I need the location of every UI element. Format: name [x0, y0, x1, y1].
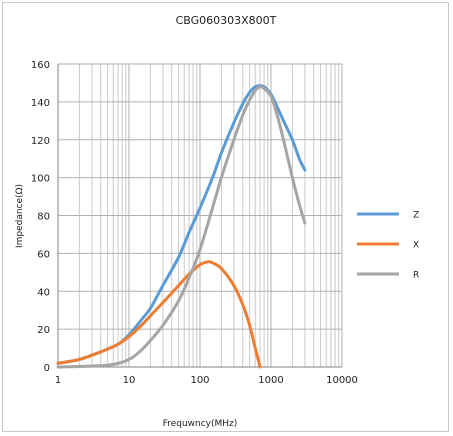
legend-label-r: R [413, 271, 419, 281]
x-tick-label: 1 [55, 375, 61, 386]
y-tick-label: 60 [37, 249, 50, 260]
series-line-r [56, 85, 307, 369]
y-tick-label: 20 [37, 325, 50, 336]
legend-label-z: Z [413, 211, 419, 221]
chart-title: CBG060303X800T [176, 14, 277, 27]
y-tick-label: 40 [37, 287, 50, 298]
series-line-x [56, 260, 262, 369]
y-tick-label: 0 [44, 363, 50, 374]
y-axis-label: Impedance(Ω) [15, 184, 25, 248]
y-tick-label: 100 [31, 174, 50, 185]
grid [57, 63, 343, 368]
x-tick-label: 10 [123, 375, 136, 386]
y-tick-label: 160 [31, 60, 50, 71]
y-tick-label: 120 [31, 136, 50, 147]
chart-frame [2, 2, 449, 432]
x-axis-label: Frequwncy(MHz) [163, 419, 238, 429]
legend: Z X R [357, 211, 419, 281]
axes [57, 64, 342, 368]
y-tick-label: 140 [31, 98, 50, 109]
y-tick-label: 80 [37, 212, 50, 223]
series-lines [56, 84, 307, 369]
x-tick-label: 10000 [326, 375, 358, 386]
tick-labels: 1 10 100 1000 10000 0 20 40 60 80 100 120 140 160 [31, 60, 358, 386]
x-tick-label: 1000 [258, 375, 283, 386]
x-tick-label: 100 [190, 375, 209, 386]
legend-label-x: X [413, 241, 419, 251]
